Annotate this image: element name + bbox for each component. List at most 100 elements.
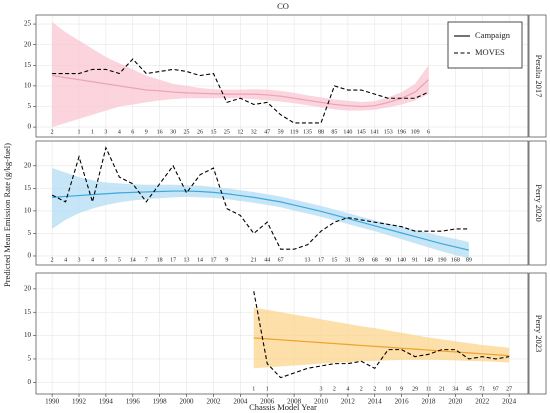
count-label: 14 [130,257,136,263]
count-label: 97 [493,386,499,392]
count-label: 145 [357,129,366,135]
y-tick-label: 20 [24,284,32,292]
x-tick-label: 2014 [368,398,383,406]
count-label: 17 [170,257,176,263]
count-label: 9 [225,257,228,263]
y-tick-label: 10 [24,207,32,215]
count-label: 90 [385,257,391,263]
y-tick-label: 15 [24,184,32,192]
count-label: 25 [224,129,230,135]
x-tick-label: 2020 [448,398,463,406]
count-label: 16 [157,129,163,135]
count-label: 149 [424,257,433,263]
strip [528,140,547,266]
count-label: 13 [305,257,311,263]
campaign-line [52,190,469,251]
count-label: 153 [384,129,393,135]
confidence-band [253,307,510,369]
legend-box [447,21,523,69]
count-label: 32 [251,129,257,135]
x-tick-label: 2002 [206,398,221,406]
count-label: 1 [78,129,81,135]
count-label: 21 [439,386,445,392]
x-tick-label: 2010 [314,398,329,406]
count-label: 44 [264,257,270,263]
count-label: 2 [333,386,336,392]
count-label: 2 [51,129,54,135]
count-label: 15 [210,129,216,135]
count-label: 2 [360,386,363,392]
x-tick-label: 1994 [99,398,114,406]
x-tick-label: 2018 [422,398,437,406]
count-label: 9 [145,129,148,135]
strip-label: Perry 2020 [534,184,544,222]
y-tick-label: 10 [24,331,32,339]
count-label: 119 [290,129,299,135]
count-label: 29 [412,386,418,392]
count-label: 3 [319,386,322,392]
campaign-line [253,337,510,357]
y-axis-label: Predicted Mean Emission Rate (g/kg-fuel) [2,143,12,287]
confidence-band [52,22,429,128]
count-label: 3 [78,257,81,263]
count-label: 11 [426,386,432,392]
x-tick-label: 2024 [502,398,517,406]
y-tick-label: 5 [28,355,32,363]
count-label: 17 [210,257,216,263]
strip-label: Perry 2023 [534,315,544,353]
x-tick-label: 2012 [341,398,356,406]
y-tick-label: 15 [24,308,32,316]
y-tick-label: 20 [24,161,32,169]
x-tick-label: 2022 [475,398,490,406]
count-label: 140 [397,257,406,263]
y-tick-label: 5 [28,229,32,237]
count-label: 14 [197,257,203,263]
count-label: 45 [466,386,472,392]
confidence-band [52,168,469,259]
count-label: 59 [278,129,284,135]
count-label: 1 [91,129,94,135]
count-label: 4 [346,386,349,392]
strip [528,272,547,395]
y-tick-label: 20 [24,40,32,48]
count-label: 9 [400,386,403,392]
count-label: 85 [331,129,337,135]
moves-line [52,58,429,124]
count-label: 1 [252,386,255,392]
count-label: 5 [104,257,107,263]
chart-title: CO [277,1,289,11]
count-label: 190 [437,257,446,263]
count-label: 141 [370,129,379,135]
x-tick-label: 1996 [126,398,141,406]
count-label: 6 [131,129,134,135]
count-label: 25 [184,129,190,135]
count-label: 89 [466,257,472,263]
count-label: 88 [318,129,324,135]
count-label: 168 [451,257,460,263]
strip-label: Peralta 2017 [534,55,544,98]
count-label: 4 [118,129,121,135]
panel-border [35,140,529,266]
count-label: 26 [197,129,203,135]
count-label: 21 [251,257,257,263]
y-tick-label: 15 [24,61,32,69]
x-tick-label: 1990 [45,398,60,406]
count-label: 3 [104,129,107,135]
y-tick-label: 0 [28,252,32,260]
count-label: 135 [303,129,312,135]
legend-label: Campaign [475,30,511,40]
y-tick-label: 0 [28,378,32,386]
count-label: 68 [372,257,378,263]
count-label: 5 [118,257,121,263]
panel-border [35,14,529,138]
count-label: 59 [358,257,364,263]
count-label: 1 [266,386,269,392]
count-label: 4 [64,257,67,263]
count-label: 17 [318,257,324,263]
count-label: 2 [51,257,54,263]
count-label: 10 [385,386,391,392]
x-tick-label: 2006 [260,398,275,406]
x-tick-label: 1992 [72,398,87,406]
panel-border [35,272,529,395]
count-label: 6 [427,129,430,135]
